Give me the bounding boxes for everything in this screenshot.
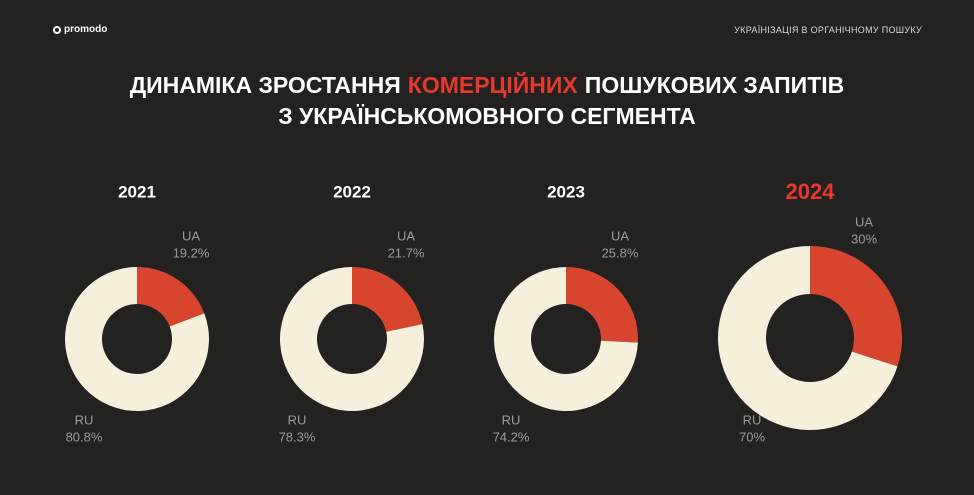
segment-label: RU [502, 412, 521, 427]
value-label: 78.3% [279, 429, 316, 444]
chart-title: 2022 [333, 182, 371, 201]
value-label: 19.2% [173, 245, 210, 260]
segment-label: UA [182, 228, 200, 243]
value-label: 30% [851, 231, 877, 246]
segment-label: RU [288, 412, 307, 427]
value-label: 21.7% [388, 245, 425, 260]
donut-segment [566, 267, 638, 343]
title: ДИНАМІКА ЗРОСТАННЯ КОМЕРЦІЙНИХ ПОШУКОВИХ З… [0, 70, 974, 132]
logo-text: promodo [64, 24, 108, 35]
section-label: УКРАЇНІЗАЦІЯ В ОРГАНІЧНОМУ ПОШУКУ [734, 25, 922, 35]
chart-title: 2024 [786, 179, 836, 204]
title-line: З УКРАЇНСЬКОМОВНОГО СЕГМЕНТА [278, 103, 696, 129]
title-highlight: КОМЕРЦІЙНИХ [407, 72, 578, 98]
chart-title: 2023 [547, 182, 585, 201]
donut-segment [280, 267, 425, 411]
title-part: ПОШУКОВИХ ЗАПИТІВ [584, 72, 845, 98]
segment-label: UA [397, 228, 415, 243]
value-label: 80.8% [66, 429, 103, 444]
donut-segment [137, 267, 205, 327]
logo: promodo [53, 24, 107, 35]
segment-label: RU [75, 412, 94, 427]
donut-segment [494, 267, 638, 412]
segment-label: UA [855, 214, 873, 229]
value-label: 70% [739, 429, 765, 444]
donut-segment [718, 246, 898, 430]
value-label: 74.2% [493, 429, 530, 444]
value-label: 25.8% [602, 245, 639, 260]
donut-segment [810, 246, 902, 367]
segment-label: RU [743, 412, 762, 427]
donut-segment [352, 267, 423, 332]
donut-segment [65, 267, 210, 412]
chart-title: 2021 [118, 182, 156, 201]
title-part: ДИНАМІКА ЗРОСТАННЯ [129, 72, 401, 98]
segment-label: UA [611, 228, 629, 243]
